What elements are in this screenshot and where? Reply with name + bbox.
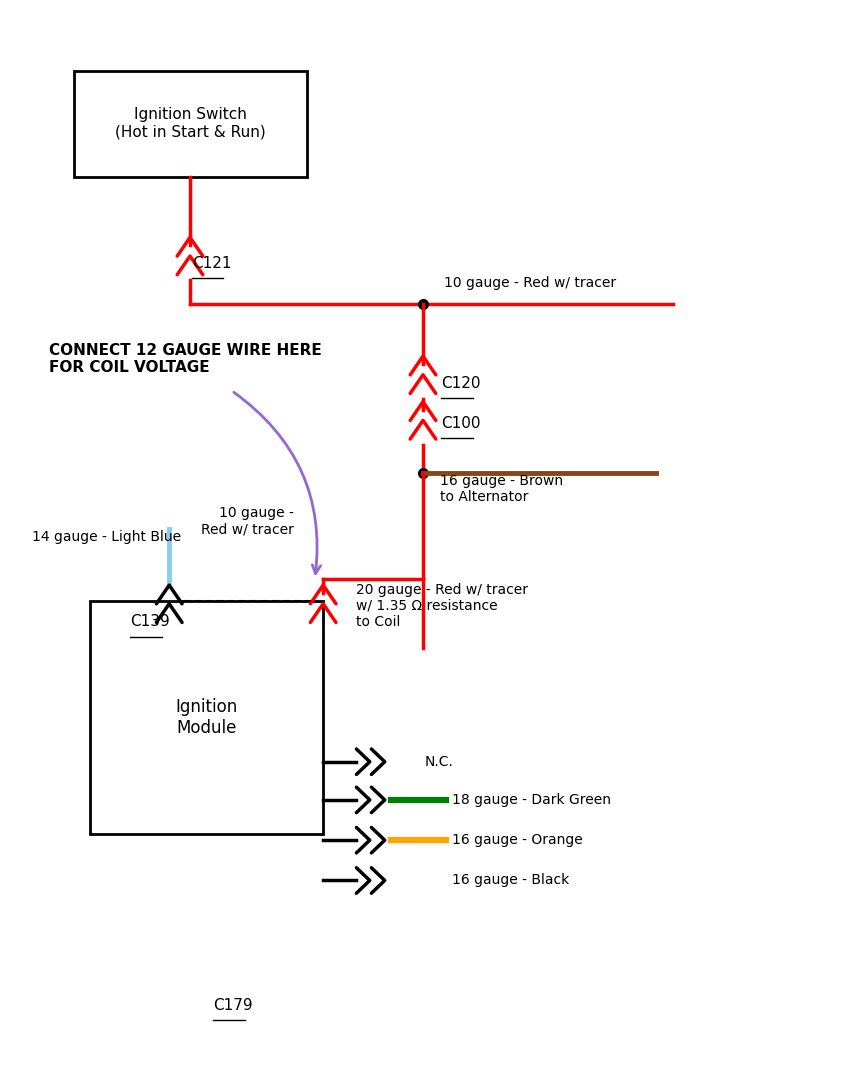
Text: Ignition Switch
(Hot in Start & Run): Ignition Switch (Hot in Start & Run) (115, 107, 266, 140)
FancyArrowPatch shape (233, 392, 321, 574)
Text: C120: C120 (442, 376, 481, 391)
Text: 16 gauge - Black: 16 gauge - Black (452, 873, 569, 887)
Text: 20 gauge - Red w/ tracer
w/ 1.35 Ω resistance
to Coil: 20 gauge - Red w/ tracer w/ 1.35 Ω resis… (356, 583, 529, 629)
FancyBboxPatch shape (74, 71, 306, 176)
Text: C100: C100 (442, 416, 481, 431)
Text: C139: C139 (130, 614, 170, 629)
FancyBboxPatch shape (91, 600, 323, 833)
Text: 18 gauge - Dark Green: 18 gauge - Dark Green (452, 793, 611, 807)
Text: 10 gauge -
Red w/ tracer: 10 gauge - Red w/ tracer (201, 506, 294, 536)
Text: 16 gauge - Orange: 16 gauge - Orange (452, 833, 583, 847)
Text: N.C.: N.C. (425, 755, 453, 769)
Text: C179: C179 (213, 998, 253, 1013)
Text: Ignition
Module: Ignition Module (175, 698, 238, 737)
Text: 14 gauge - Light Blue: 14 gauge - Light Blue (32, 529, 181, 545)
Text: 16 gauge - Brown
to Alternator: 16 gauge - Brown to Alternator (440, 475, 563, 505)
Text: 10 gauge - Red w/ tracer: 10 gauge - Red w/ tracer (444, 276, 616, 290)
Text: CONNECT 12 GAUGE WIRE HERE
FOR COIL VOLTAGE: CONNECT 12 GAUGE WIRE HERE FOR COIL VOLT… (48, 343, 321, 375)
Text: C121: C121 (192, 256, 231, 271)
